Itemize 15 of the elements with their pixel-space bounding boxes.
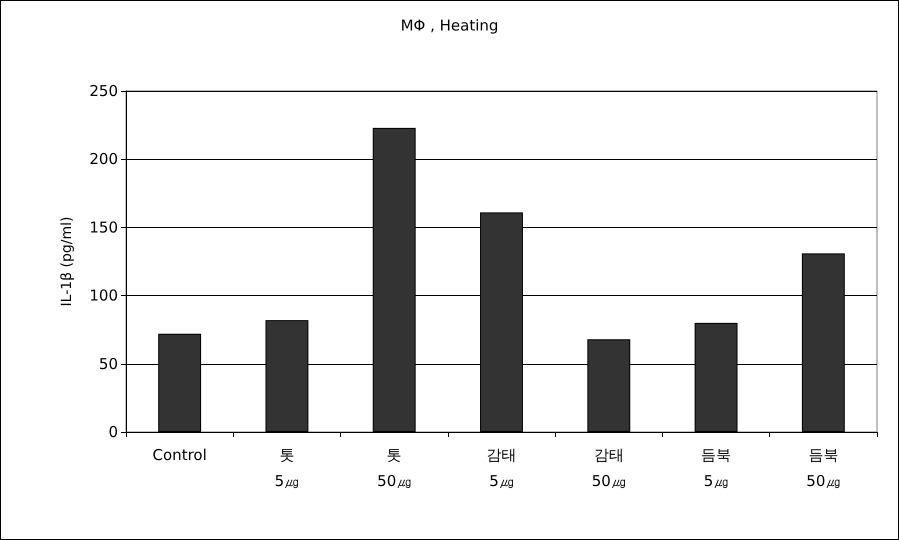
x-tick-label: 감태 50㎍ (592, 446, 626, 490)
y-tick-label: 150 (89, 218, 118, 236)
chart-title: MΦ , Heating (400, 16, 498, 34)
y-tick-label: 200 (89, 150, 118, 168)
x-tick-label: 듬북 5㎍ (701, 446, 732, 490)
y-axis-title: IL-1β (pg/ml) (59, 216, 75, 306)
y-tick-label: 50 (98, 354, 118, 373)
x-tick-label: Control (152, 446, 207, 464)
x-tick-label: 듬북 50㎍ (806, 446, 840, 490)
y-tick-label: 100 (89, 286, 118, 305)
x-tick-label: 톳 5㎍ (274, 446, 300, 490)
y-tick-label: 250 (89, 82, 118, 100)
x-tick-label: 감태 5㎍ (486, 446, 516, 490)
x-tick-label: 톳 50㎍ (377, 446, 412, 490)
y-tick-label: 0 (108, 423, 118, 441)
